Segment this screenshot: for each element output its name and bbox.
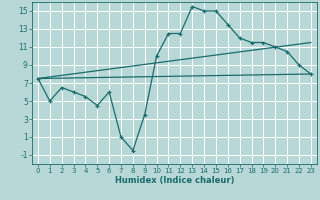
- X-axis label: Humidex (Indice chaleur): Humidex (Indice chaleur): [115, 176, 234, 185]
